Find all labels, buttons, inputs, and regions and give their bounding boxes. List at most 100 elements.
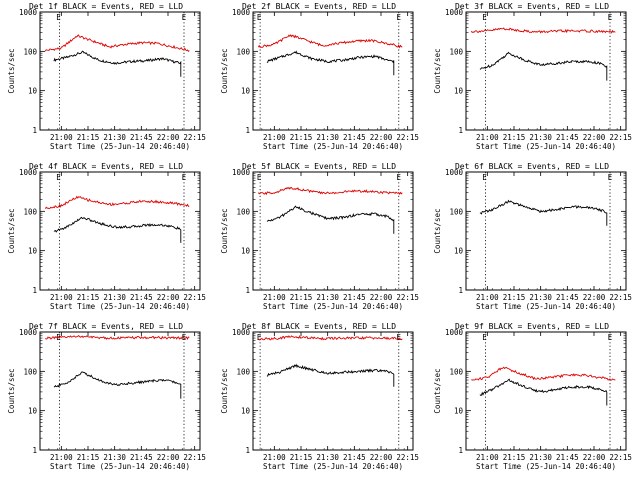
x-tick-label: 21:15 xyxy=(503,293,526,302)
e-marker-label: E xyxy=(608,173,613,182)
x-tick-label: 22:00 xyxy=(157,453,180,462)
plot-frame xyxy=(465,171,627,291)
plot-frame xyxy=(252,171,414,291)
y-tick-label: 100 xyxy=(23,207,37,216)
x-tick-label: 22:00 xyxy=(583,453,606,462)
x-tick-label: 22:15 xyxy=(183,293,206,302)
e-marker-label: E xyxy=(257,13,262,22)
y-tick-label: 1000 xyxy=(445,8,464,17)
panel-svg: Det 5f BLACK = Events, RED = LLD 1 10 100 10… xyxy=(220,162,419,311)
y-tick-label: 100 xyxy=(449,367,463,376)
x-tick-label: 22:15 xyxy=(396,133,419,142)
y-tick-label: 10 xyxy=(454,247,464,256)
lld-rate-series xyxy=(257,334,403,341)
y-tick-label: 10 xyxy=(454,407,464,416)
x-tick-label: 22:15 xyxy=(609,453,632,462)
lld-rate-series xyxy=(44,34,190,52)
x-tick-label: 22:15 xyxy=(396,293,419,302)
panel-title: Det 7f BLACK = Events, RED = LLD xyxy=(29,322,183,331)
e-marker-label: E xyxy=(608,333,613,342)
x-axis-label: Start Time (25-Jun-14 20:46:40) xyxy=(263,462,403,471)
x-tick-label: 21:15 xyxy=(503,453,526,462)
y-tick-label: 100 xyxy=(236,47,250,56)
y-tick-label: 10 xyxy=(28,247,38,256)
x-tick-label: 21:45 xyxy=(130,133,153,142)
y-tick-label: 1 xyxy=(458,286,463,295)
plot-frame xyxy=(252,331,414,451)
y-tick-label: 100 xyxy=(23,47,37,56)
e-marker-label: E xyxy=(257,333,262,342)
panel-svg: Det 9f BLACK = Events, RED = LLD 1 10 100 10… xyxy=(433,322,632,471)
y-tick-label: 1000 xyxy=(19,328,38,337)
y-tick-label: 1000 xyxy=(19,168,38,177)
event-rate-series xyxy=(479,199,608,226)
lld-rate-series xyxy=(471,366,616,381)
y-tick-label: 100 xyxy=(23,367,37,376)
detector-panel-1: Det 1f BLACK = Events, RED = LLD 1 10 100 10… xyxy=(0,0,213,160)
panel-svg: Det 6f BLACK = Events, RED = LLD 1 10 100 10… xyxy=(433,162,632,311)
plot-frame xyxy=(252,11,414,131)
x-tick-label: 21:00 xyxy=(476,453,499,462)
x-tick-label: 21:45 xyxy=(556,453,579,462)
x-tick-label: 22:15 xyxy=(183,453,206,462)
panel-svg: Det 1f BLACK = Events, RED = LLD 1 10 100 10… xyxy=(7,2,206,151)
x-tick-label: 21:00 xyxy=(476,133,499,142)
x-tick-label: 21:30 xyxy=(103,133,126,142)
detector-panel-8: Det 8f BLACK = Events, RED = LLD 1 10 100 10… xyxy=(213,320,426,480)
event-rate-series xyxy=(266,50,395,76)
x-tick-label: 22:00 xyxy=(370,293,393,302)
lld-rate-series xyxy=(45,335,190,340)
panel-svg: Det 4f BLACK = Events, RED = LLD 1 10 100 10… xyxy=(7,162,206,311)
e-marker-label: E xyxy=(257,173,262,182)
x-tick-label: 21:45 xyxy=(343,453,366,462)
y-axis-label: Counts/sec xyxy=(7,48,16,93)
x-tick-label: 21:30 xyxy=(316,453,339,462)
e-marker-label: E xyxy=(482,333,487,342)
detector-panel-6: Det 6f BLACK = Events, RED = LLD 1 10 100 10… xyxy=(426,160,639,320)
x-tick-label: 21:30 xyxy=(316,133,339,142)
y-tick-label: 1 xyxy=(458,126,463,135)
x-tick-label: 21:15 xyxy=(77,133,100,142)
e-marker-label: E xyxy=(482,173,487,182)
e-marker-label: E xyxy=(56,173,61,182)
x-tick-label: 21:45 xyxy=(556,133,579,142)
panel-svg: Det 7f BLACK = Events, RED = LLD 1 10 100 10… xyxy=(7,322,206,471)
y-tick-label: 1 xyxy=(245,446,250,455)
y-tick-label: 100 xyxy=(236,367,250,376)
y-tick-label: 1000 xyxy=(232,8,251,17)
x-tick-label: 21:30 xyxy=(103,453,126,462)
y-tick-label: 1 xyxy=(245,286,250,295)
lld-rate-series xyxy=(44,195,190,210)
lld-rate-series xyxy=(257,34,403,49)
detector-panel-4: Det 4f BLACK = Events, RED = LLD 1 10 100 10… xyxy=(0,160,213,320)
detector-panel-2: Det 2f BLACK = Events, RED = LLD 1 10 100 10… xyxy=(213,0,426,160)
lld-rate-series xyxy=(470,27,616,34)
y-tick-label: 1 xyxy=(245,126,250,135)
panel-title: Det 4f BLACK = Events, RED = LLD xyxy=(29,162,183,171)
x-axis-label: Start Time (25-Jun-14 20:46:40) xyxy=(476,302,616,311)
x-tick-label: 21:15 xyxy=(77,293,100,302)
x-tick-label: 21:15 xyxy=(290,453,313,462)
y-tick-label: 1000 xyxy=(19,8,38,17)
x-axis-label: Start Time (25-Jun-14 20:46:40) xyxy=(476,462,616,471)
x-tick-label: 22:00 xyxy=(157,133,180,142)
x-tick-label: 21:30 xyxy=(529,133,552,142)
x-tick-label: 21:00 xyxy=(50,453,73,462)
detector-panel-7: Det 7f BLACK = Events, RED = LLD 1 10 100 10… xyxy=(0,320,213,480)
x-tick-label: 22:00 xyxy=(370,453,393,462)
x-axis-label: Start Time (25-Jun-14 20:46:40) xyxy=(50,142,190,151)
panel-title: Det 6f BLACK = Events, RED = LLD xyxy=(455,162,609,171)
y-tick-label: 10 xyxy=(241,87,251,96)
x-tick-label: 22:00 xyxy=(583,133,606,142)
x-axis-label: Start Time (25-Jun-14 20:46:40) xyxy=(263,142,403,151)
e-marker-label: E xyxy=(182,173,187,182)
event-rate-series xyxy=(53,50,182,77)
x-axis-label: Start Time (25-Jun-14 20:46:40) xyxy=(50,462,190,471)
panel-title: Det 9f BLACK = Events, RED = LLD xyxy=(455,322,609,331)
e-marker-label: E xyxy=(397,13,402,22)
x-tick-label: 22:00 xyxy=(583,293,606,302)
y-axis-label: Counts/sec xyxy=(433,208,442,253)
event-rate-series xyxy=(53,371,182,399)
e-marker-label: E xyxy=(482,13,487,22)
x-tick-label: 21:00 xyxy=(263,293,286,302)
